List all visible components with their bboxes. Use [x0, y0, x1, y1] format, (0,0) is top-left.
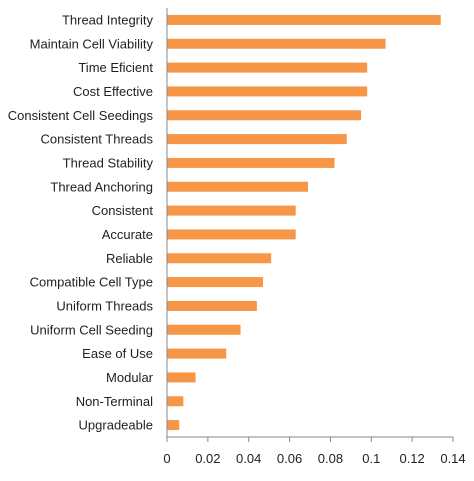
category-label: Non-Terminal: [76, 394, 153, 409]
bar: [167, 157, 335, 168]
category-label: Maintain Cell Viability: [30, 36, 154, 51]
x-tick-label: 0.1: [362, 451, 380, 466]
bar: [167, 38, 386, 49]
bar: [167, 372, 196, 383]
category-label: Uniform Threads: [56, 298, 153, 313]
bar: [167, 205, 296, 216]
category-label: Consistent Cell Seedings: [8, 108, 154, 123]
bar: [167, 420, 180, 431]
bar: [167, 324, 241, 335]
category-label: Ease of Use: [82, 346, 153, 361]
axes-layer: [166, 8, 453, 438]
bar: [167, 181, 308, 192]
x-tick-label: 0.02: [195, 451, 220, 466]
category-label: Consistent: [92, 203, 154, 218]
bar: [167, 277, 264, 288]
category-label: Cost Effective: [73, 84, 153, 99]
category-label: Modular: [106, 370, 154, 385]
category-label: Thread Anchoring: [50, 179, 153, 194]
x-axis-ticks: 0 0.02 0.04 0.06 0.08 0.1 0.12 0.14: [163, 437, 466, 466]
x-tick-label: 0.14: [440, 451, 465, 466]
category-labels: Thread Integrity Maintain Cell Viability T…: [8, 12, 154, 432]
x-tick-label: 0: [163, 451, 170, 466]
bar: [167, 348, 227, 359]
bar: [167, 134, 347, 145]
bar: [167, 300, 257, 311]
category-label: Accurate: [102, 227, 153, 242]
x-tick-label: 0.08: [318, 451, 343, 466]
category-label: Consistent Threads: [41, 132, 154, 147]
x-tick-label: 0.06: [277, 451, 302, 466]
category-label: Thread Stability: [63, 155, 154, 170]
category-label: Compatible Cell Type: [30, 275, 153, 290]
category-label: Time Eficient: [78, 60, 153, 75]
category-label: Reliable: [106, 251, 153, 266]
category-label: Uniform Cell Seeding: [30, 322, 153, 337]
category-label: Thread Integrity: [62, 12, 154, 27]
x-tick-label: 0.12: [399, 451, 424, 466]
bar: [167, 396, 184, 407]
bar: [167, 253, 272, 264]
bar: [167, 14, 441, 25]
category-label: Upgradeable: [79, 418, 153, 433]
bar: [167, 62, 368, 73]
bar: [167, 86, 368, 97]
bar: [167, 110, 362, 121]
bars-layer: [167, 14, 441, 431]
bar: [167, 229, 296, 240]
x-tick-label: 0.04: [236, 451, 261, 466]
